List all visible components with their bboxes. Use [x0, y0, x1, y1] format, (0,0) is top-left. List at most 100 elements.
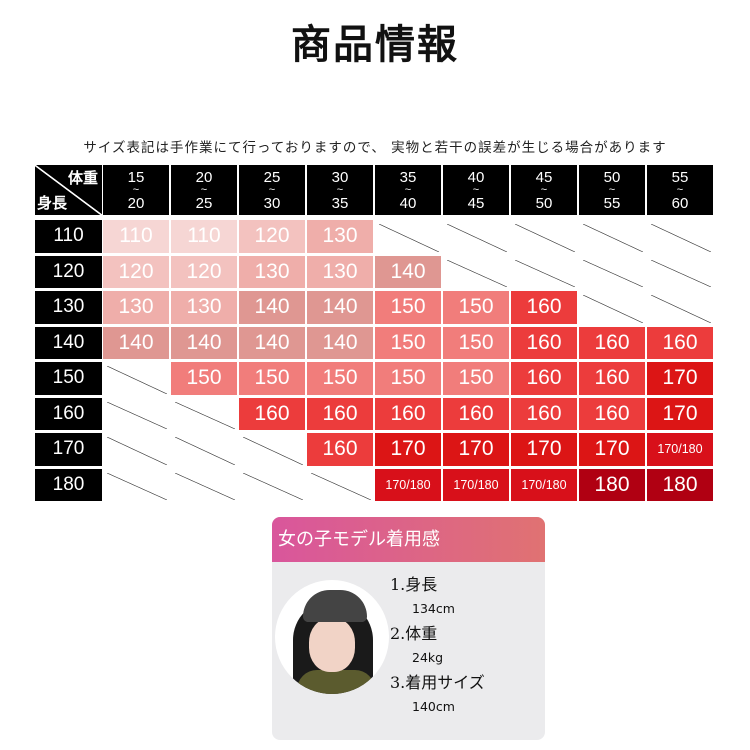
- size-table: 体重 身長 15 ~20 20 ~25 25 ~30 30 ~35 35 ~40 40 ~45 45 ~5…: [35, 165, 715, 505]
- size-cell: 130: [307, 220, 373, 253]
- weight-range-part: 50: [535, 194, 553, 212]
- size-cell: 170: [579, 433, 645, 466]
- weight-range-part: ~: [268, 183, 276, 196]
- size-cell: 130: [307, 255, 373, 288]
- height-row-header: 110: [35, 220, 102, 253]
- weight-range-part: 55: [671, 168, 689, 186]
- size-cell: 150: [443, 362, 509, 395]
- weight-range-part: 35: [399, 168, 417, 186]
- page-title: 商品情報: [291, 21, 459, 68]
- size-cell: 140: [171, 326, 237, 359]
- weight-column-header: 50 ~55: [579, 165, 645, 215]
- model-size-label: 3.着用サイズ: [390, 673, 485, 692]
- model-photo: [275, 580, 389, 694]
- weight-column-header: 45 ~50: [511, 165, 577, 215]
- model-info: 1.身長 134cm 2.体重 24kg 3.着用サイズ 140cm: [390, 569, 485, 718]
- weight-column-header: 35 ~40: [375, 165, 441, 215]
- weight-range-part: 40: [467, 168, 485, 186]
- weight-range-part: 30: [263, 194, 281, 212]
- table-corner: 体重 身長: [35, 165, 102, 215]
- size-cell: 160: [579, 397, 645, 430]
- empty-cell-slash: [243, 472, 303, 500]
- size-cell: 170: [375, 433, 441, 466]
- model-header: 女の子モデル着用感: [272, 517, 545, 562]
- weight-range-part: 35: [331, 194, 349, 212]
- height-row-header: 150: [35, 362, 102, 395]
- size-cell: 130: [171, 291, 237, 324]
- weight-column-header: 15 ~20: [103, 165, 169, 215]
- weight-range-part: ~: [540, 183, 548, 196]
- weight-column-header: 40 ~45: [443, 165, 509, 215]
- size-cell: 140: [239, 326, 305, 359]
- empty-cell-slash: [107, 472, 167, 500]
- size-cell: 170/180: [375, 468, 441, 501]
- size-cell: 180: [647, 468, 713, 501]
- height-label: 身長: [37, 195, 68, 212]
- weight-range-part: 20: [127, 194, 145, 212]
- size-cell: 130: [239, 255, 305, 288]
- size-cell: 160: [511, 326, 577, 359]
- size-cell: 120: [171, 255, 237, 288]
- weight-range-part: 30: [331, 168, 349, 186]
- size-cell: 160: [511, 291, 577, 324]
- empty-cell-slash: [583, 259, 643, 287]
- weight-range-part: 45: [467, 194, 485, 212]
- size-cell: 110: [171, 220, 237, 253]
- empty-cell-slash: [515, 259, 575, 287]
- empty-cell-slash: [107, 366, 167, 394]
- size-cell: 160: [375, 397, 441, 430]
- size-cell: 160: [239, 397, 305, 430]
- size-cell: 150: [171, 362, 237, 395]
- empty-cell-slash: [583, 295, 643, 323]
- size-cell: 170: [647, 362, 713, 395]
- size-note: サイズ表記は手作業にて行っておりますので、 実物と若干の誤差が生じる場合がありま…: [83, 140, 667, 156]
- weight-range-part: 25: [195, 194, 213, 212]
- size-cell: 130: [103, 291, 169, 324]
- weight-range-part: ~: [336, 183, 344, 196]
- size-cell: 160: [579, 326, 645, 359]
- size-cell: 140: [307, 291, 373, 324]
- model-size-value: 140cm: [412, 699, 455, 714]
- empty-cell-slash: [175, 437, 235, 465]
- weight-range-part: 50: [603, 168, 621, 186]
- size-cell: 150: [375, 291, 441, 324]
- height-row-header: 120: [35, 255, 102, 288]
- model-weight-label: 2.体重: [390, 624, 438, 643]
- size-cell: 170/180: [647, 433, 713, 466]
- empty-cell-slash: [243, 437, 303, 465]
- weight-column-header: 20 ~25: [171, 165, 237, 215]
- weight-range-part: 20: [195, 168, 213, 186]
- model-panel: 女の子モデル着用感 1.身長 134cm 2.体重 24kg 3.着用サイズ 1…: [272, 517, 545, 740]
- size-cell: 160: [647, 326, 713, 359]
- empty-cell-slash: [447, 259, 507, 287]
- model-height-label: 1.身長: [390, 575, 438, 594]
- weight-range-part: ~: [676, 183, 684, 196]
- weight-range-part: 15: [127, 168, 145, 186]
- size-cell: 140: [103, 326, 169, 359]
- empty-cell-slash: [583, 224, 643, 252]
- height-row-header: 140: [35, 326, 102, 359]
- weight-range-part: 55: [603, 194, 621, 212]
- height-row-header: 170: [35, 433, 102, 466]
- weight-range-part: ~: [200, 183, 208, 196]
- weight-range-part: 25: [263, 168, 281, 186]
- size-cell: 180: [579, 468, 645, 501]
- size-cell: 140: [307, 326, 373, 359]
- size-cell: 170/180: [443, 468, 509, 501]
- size-cell: 150: [307, 362, 373, 395]
- weight-range-part: 45: [535, 168, 553, 186]
- size-cell: 170: [511, 433, 577, 466]
- size-cell: 150: [443, 326, 509, 359]
- size-cell: 160: [443, 397, 509, 430]
- height-row-header: 160: [35, 397, 102, 430]
- empty-cell-slash: [107, 401, 167, 429]
- size-cell: 160: [511, 362, 577, 395]
- weight-label: 体重: [67, 170, 98, 187]
- size-cell: 160: [579, 362, 645, 395]
- size-cell: 140: [375, 255, 441, 288]
- empty-cell-slash: [175, 401, 235, 429]
- size-cell: 170: [647, 397, 713, 430]
- weight-range-part: ~: [132, 183, 140, 196]
- weight-column-header: 25 ~30: [239, 165, 305, 215]
- corner-divider: [35, 165, 102, 215]
